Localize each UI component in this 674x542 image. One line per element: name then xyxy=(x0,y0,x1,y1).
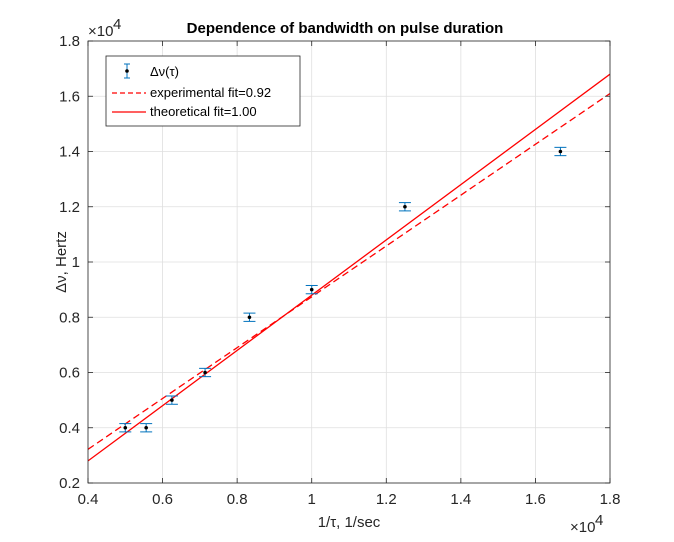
data-marker xyxy=(247,315,252,320)
x-tick-label: 1.6 xyxy=(525,491,546,508)
data-marker xyxy=(144,425,148,430)
x-tick-label: 1.4 xyxy=(450,491,471,508)
series-layer xyxy=(88,73,610,462)
x-axis-exponent: ×10 4 xyxy=(570,512,603,536)
data-point xyxy=(165,395,178,405)
legend-label-experimental: experimental fit=0.92 xyxy=(150,85,271,100)
y-tick-label: 0.6 xyxy=(59,365,80,382)
y-tick-label: 1.2 xyxy=(59,199,80,216)
x-exponent-power: 4 xyxy=(595,512,603,529)
x-tick-label: 1.2 xyxy=(376,491,397,508)
x-axis-label: 1/τ, 1/sec xyxy=(318,514,381,531)
x-tick-label: 1 xyxy=(308,491,316,508)
data-marker xyxy=(170,398,174,402)
data-point xyxy=(199,367,212,378)
y-axis-exponent: ×10 4 xyxy=(88,16,121,40)
experimental-fit-line xyxy=(88,92,610,450)
x-tick-label: 0.8 xyxy=(227,491,248,508)
legend-item-errorbar: Δν(τ) xyxy=(124,63,179,79)
y-tick-label: 1.4 xyxy=(59,144,80,161)
legend-item-experimental: experimental fit=0.92 xyxy=(112,85,271,100)
data-point xyxy=(305,284,318,295)
data-marker xyxy=(123,425,128,430)
tick-labels: 0.4 0.6 0.8 1 1.2 1.4 1.6 1.80.20.40.60.811.21.… xyxy=(59,33,620,508)
x-tick-label: 0.4 xyxy=(78,491,99,508)
y-exponent-power: 4 xyxy=(113,16,121,33)
y-tick-label: 1.6 xyxy=(59,88,80,105)
data-marker xyxy=(558,149,563,154)
legend: Δν(τ) experimental fit=0.92 theoretical … xyxy=(105,55,301,127)
ticks xyxy=(87,40,611,484)
y-exponent-base: ×10 xyxy=(88,23,113,40)
legend-label-errorbar: Δν(τ) xyxy=(150,64,179,79)
data-point xyxy=(243,312,256,322)
y-tick-label: 1 xyxy=(72,254,80,271)
data-point xyxy=(140,423,153,433)
y-tick-label: 1.8 xyxy=(59,33,80,50)
x-tick-label: 0.6 xyxy=(152,491,173,508)
data-point xyxy=(398,202,411,212)
y-tick-label: 0.4 xyxy=(59,420,80,437)
chart-title: Dependence of bandwidth on pulse duratio… xyxy=(187,20,504,37)
y-axis-label: Δν, Hertz xyxy=(53,231,70,293)
legend-box xyxy=(105,55,301,127)
legend-errorbar-marker xyxy=(125,69,129,73)
x-tick-label: 1.8 xyxy=(600,491,621,508)
data-marker xyxy=(203,370,207,375)
data-marker xyxy=(403,204,407,209)
legend-label-theoretical: theoretical fit=1.00 xyxy=(150,104,257,119)
y-tick-label: 0.8 xyxy=(59,309,80,326)
legend-item-theoretical: theoretical fit=1.00 xyxy=(112,104,257,119)
data-point xyxy=(554,146,567,157)
data-point xyxy=(119,423,132,433)
x-exponent-base: ×10 xyxy=(570,519,595,536)
data-marker xyxy=(309,287,314,292)
y-tick-label: 0.2 xyxy=(59,475,80,492)
